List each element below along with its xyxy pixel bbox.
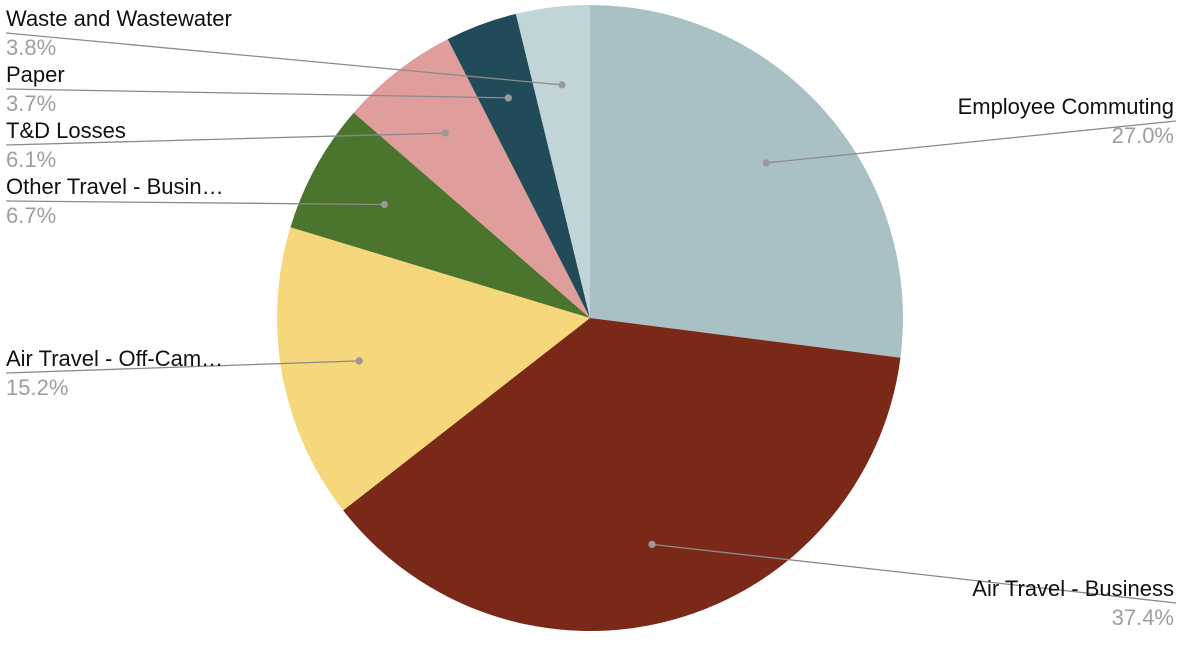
slice-label-employee-commuting: Employee Commuting — [958, 94, 1174, 119]
slice-value-other-travel-busin: 6.7% — [6, 203, 56, 228]
leader-line-air-travel-business — [651, 543, 1177, 604]
pie-slice-waste-and-wastewater[interactable] — [515, 5, 590, 318]
leader-dot-other-travel-busin — [380, 200, 389, 209]
leader-dot-air-travel-off-cam — [355, 357, 363, 365]
slice-label-air-travel-business: Air Travel - Business — [972, 576, 1174, 601]
leader-line-paper — [5, 88, 509, 99]
leader-dot-waste-and-wastewater — [558, 81, 566, 89]
leader-dot-t-d-losses — [441, 129, 449, 137]
slice-label-paper: Paper — [6, 62, 65, 87]
slice-value-paper: 3.7% — [6, 91, 56, 116]
pie-slice-air-travel-off-cam[interactable] — [276, 227, 590, 511]
slice-label-t-d-losses: T&D Losses — [6, 118, 126, 143]
slice-labels: Employee Commuting 27.0% Air Travel - Busi… — [6, 6, 1174, 630]
pie-slice-employee-commuting[interactable] — [590, 5, 903, 358]
slice-label-air-travel-off-cam: Air Travel - Off-Cam… — [6, 346, 223, 371]
slice-value-t-d-losses: 6.1% — [6, 147, 56, 172]
slice-label-other-travel-busin: Other Travel - Busin… — [6, 174, 224, 199]
leader-line-t-d-losses — [5, 132, 446, 146]
pie-slice-t-d-losses[interactable] — [353, 39, 590, 319]
leader-line-other-travel-busin — [5, 200, 385, 206]
leader-line-waste-and-wastewater — [5, 32, 563, 86]
slice-label-waste-and-wastewater: Waste and Wastewater — [6, 6, 232, 31]
leader-lines — [5, 32, 1177, 604]
leader-dot-paper — [504, 94, 512, 102]
leader-line-air-travel-off-cam — [5, 360, 360, 374]
slice-value-air-travel-business: 37.4% — [1112, 605, 1174, 630]
pie-slice-air-travel-business[interactable] — [343, 318, 901, 631]
pie-slice-other-travel-busin[interactable] — [290, 112, 590, 318]
slice-value-employee-commuting: 27.0% — [1112, 123, 1174, 148]
slice-value-air-travel-off-cam: 15.2% — [6, 375, 68, 400]
leader-dot-air-travel-business — [648, 540, 656, 549]
leader-line-employee-commuting — [766, 120, 1177, 164]
slice-value-waste-and-wastewater: 3.8% — [6, 35, 56, 60]
pie-slices — [276, 5, 903, 631]
leader-dot-employee-commuting — [762, 159, 770, 167]
pie-slice-paper[interactable] — [447, 13, 590, 319]
